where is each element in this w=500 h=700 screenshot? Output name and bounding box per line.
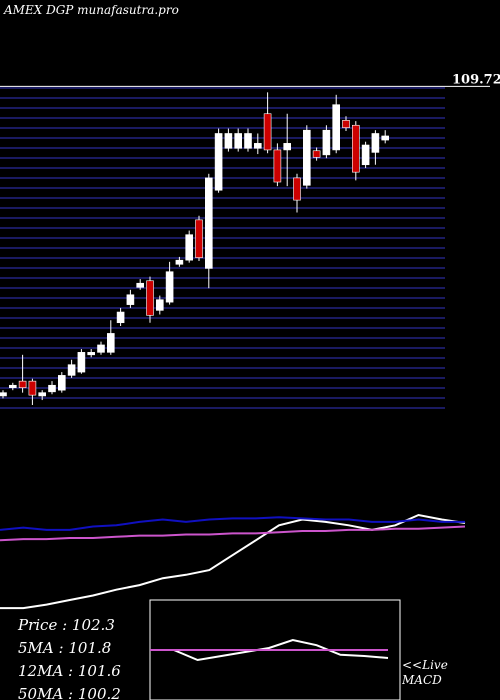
- candle-body: [0, 392, 7, 397]
- candle-body: [244, 133, 252, 149]
- candle-body: [97, 344, 105, 353]
- candle-body: [185, 234, 193, 261]
- candle-body: [205, 177, 213, 269]
- legend-entry: 5MA : 101.8: [18, 639, 111, 657]
- legend-entry: 50MA : 100.2: [18, 685, 121, 700]
- candle-body: [254, 143, 262, 149]
- candle-body: [371, 133, 380, 153]
- candle-body: [107, 333, 115, 353]
- candle-body: [332, 104, 341, 151]
- legend-entry: 12MA : 101.6: [18, 662, 121, 680]
- indicator-line: [0, 513, 466, 610]
- macd-line: [150, 638, 389, 662]
- candle-body: [214, 133, 223, 191]
- candle-body: [361, 144, 370, 166]
- chart-title: AMEX DGP munafasutra.pro: [3, 3, 179, 17]
- candle-body: [293, 177, 301, 201]
- candle-body: [18, 380, 27, 389]
- candle-body: [126, 294, 135, 305]
- candle-body: [87, 352, 95, 356]
- candle-body: [28, 380, 37, 396]
- candle-body: [273, 149, 282, 183]
- candle-body: [234, 133, 242, 149]
- candle-body: [195, 219, 203, 259]
- candle-body: [116, 311, 125, 324]
- candle-body: [57, 375, 66, 391]
- indicator-line: [0, 516, 465, 531]
- candle-body: [77, 352, 86, 373]
- candle-body: [156, 299, 164, 311]
- candle-body: [9, 384, 17, 389]
- candle-body: [136, 282, 144, 288]
- macd-label-box: <<Live MACD: [402, 658, 448, 687]
- macd-label: <<Live MACD: [402, 658, 448, 687]
- y-tick-label: 109.72: [452, 72, 500, 87]
- candle-body: [322, 129, 331, 156]
- candle-body: [165, 271, 174, 303]
- indicator-line: [0, 525, 466, 542]
- candle-body: [312, 150, 321, 158]
- candle-body: [302, 129, 311, 186]
- candle-body: [342, 120, 350, 129]
- candle-body: [263, 113, 272, 151]
- candle-body: [67, 364, 76, 376]
- candle-body: [146, 280, 154, 316]
- candle-body: [38, 392, 47, 397]
- candle-body: [283, 143, 292, 151]
- candle-body: [175, 259, 184, 265]
- legend-entry: Price : 102.3: [17, 616, 115, 634]
- candle-body: [224, 133, 233, 149]
- candle-body: [48, 384, 56, 393]
- candle-body: [381, 135, 390, 141]
- candle-body: [351, 124, 360, 173]
